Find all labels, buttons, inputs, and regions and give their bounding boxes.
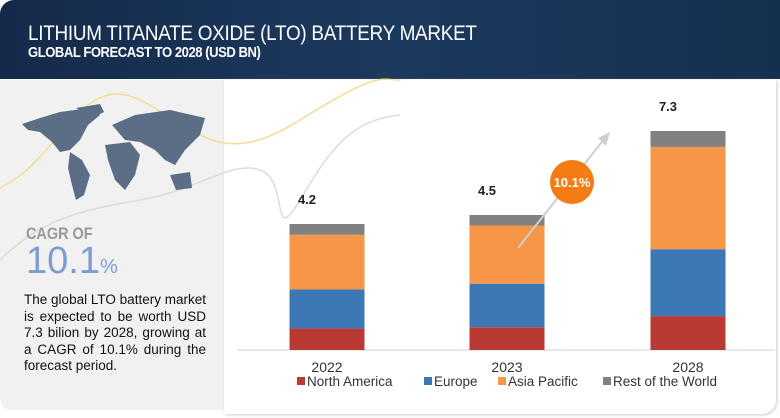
bar-segment-asia-pacific <box>289 234 365 290</box>
bar-segment-europe <box>650 249 726 317</box>
x-tick-label: 2023 <box>491 359 522 375</box>
cagr-value: 10.1% <box>26 240 118 283</box>
legend-swatch <box>603 377 611 385</box>
cagr-label: CAGR OF <box>26 224 93 243</box>
header-banner: LITHIUM TITANATE OXIDE (LTO) BATTERY MAR… <box>0 0 780 79</box>
cagr-badge <box>550 160 594 204</box>
bar-segment-north-america <box>469 327 545 350</box>
legend-swatch <box>498 377 506 385</box>
legend-label: North America <box>307 374 393 389</box>
bar-segment-europe <box>469 283 545 328</box>
bar-segment-asia-pacific <box>469 225 545 284</box>
chart-subtitle: GLOBAL FORECAST TO 2028 (USD BN) <box>28 45 261 61</box>
total-label: 4.5 <box>478 183 496 198</box>
arrow-head-icon <box>598 132 610 146</box>
bar-segment-rest-of-the-world <box>650 131 726 147</box>
cagr-number: 10.1 <box>26 240 100 282</box>
total-label: 4.2 <box>298 192 316 207</box>
bar-segment-north-america <box>650 316 726 350</box>
bar-segment-rest-of-the-world <box>469 215 545 226</box>
market-description: The global LTO battery market is expecte… <box>24 292 206 373</box>
chart-title: LITHIUM TITANATE OXIDE (LTO) BATTERY MAR… <box>28 22 477 45</box>
bar-segment-asia-pacific <box>650 146 726 250</box>
legend-label: Asia Pacific <box>508 374 578 389</box>
cagr-badge-label: 10.1% <box>554 175 591 190</box>
bar-segment-rest-of-the-world <box>289 224 365 235</box>
x-tick-label: 2028 <box>672 359 703 375</box>
legend-label: Rest of the World <box>613 374 717 389</box>
world-map-icon <box>22 104 205 200</box>
x-tick-label: 2022 <box>311 359 342 375</box>
legend-swatch <box>424 377 432 385</box>
legend-label: Europe <box>434 374 478 389</box>
bar-segment-north-america <box>289 328 365 350</box>
cagr-unit: % <box>99 256 118 278</box>
total-label: 7.3 <box>659 99 677 114</box>
bar-segment-europe <box>289 289 365 329</box>
decorative-curve <box>0 114 401 261</box>
legend-swatch <box>297 377 305 385</box>
